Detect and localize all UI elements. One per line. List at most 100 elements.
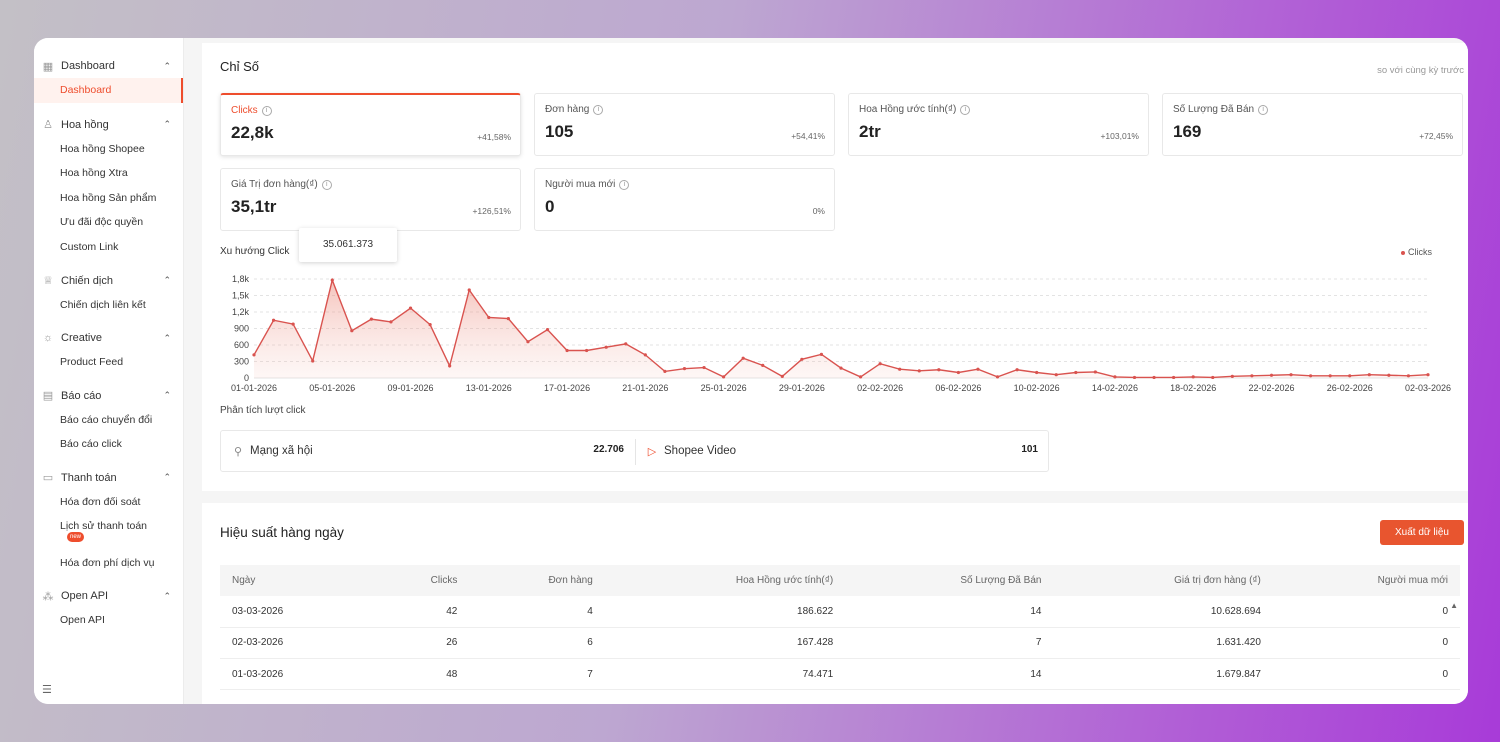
chevron-up-icon[interactable]: ⌃ — [163, 472, 171, 483]
sidebar-item-label: Ưu đãi độc quyền — [60, 216, 144, 229]
info-icon[interactable]: i — [593, 104, 604, 115]
sidebar-item[interactable]: Dashboard — [34, 78, 183, 103]
data-point — [1152, 375, 1156, 380]
sidebar-item[interactable]: Báo cáo chuyển đổi — [34, 408, 183, 433]
sidebar-group-label: Creative — [61, 332, 102, 345]
sidebar-item-label: Product Feed — [60, 356, 124, 369]
data-point — [800, 357, 804, 361]
data-point — [252, 353, 256, 357]
column-header[interactable]: Người mua mới — [1272, 565, 1460, 596]
y-tick-label: 1,2k — [232, 307, 250, 317]
data-point — [780, 374, 784, 378]
metric-change: +41,58% — [477, 132, 511, 142]
sidebar-item[interactable]: Ưu đãi độc quyền — [34, 210, 183, 235]
sidebar-group-0: ▦ Dashboard ⌃ Dashboard — [34, 54, 183, 103]
sidebar-item-label: Hoa hồng Xtra — [60, 167, 128, 180]
metric-card[interactable]: Số Lượng Đã Bán i 169 +72,45% — [1162, 93, 1463, 156]
table-cell: 02-03-2026 — [220, 627, 369, 660]
sidebar-item-label: Lịch sử thanh toán — [60, 519, 148, 532]
sidebar-item[interactable]: Hóa đơn đối soát — [34, 490, 183, 515]
chevron-up-icon[interactable]: ⌃ — [163, 332, 171, 343]
sidebar-item[interactable]: Báo cáo click — [34, 432, 183, 457]
data-point — [1211, 375, 1215, 380]
table-cell: 6 — [469, 627, 605, 660]
metric-card[interactable]: Người mua mới i 0 0% — [534, 168, 835, 231]
sidebar-item[interactable]: Custom Link — [34, 235, 183, 260]
sidebar-item-label: Open API — [60, 614, 105, 627]
metric-card[interactable]: Hoa Hồng ước tính(₫) i 2tr +103,01% — [848, 93, 1149, 156]
scroll-up-icon[interactable]: ▲ — [1450, 601, 1458, 610]
data-point — [643, 353, 647, 357]
x-tick-label: 18-02-2026 — [1170, 383, 1216, 393]
chart-legend[interactable]: Clicks — [1401, 247, 1432, 257]
sidebar-group-header[interactable]: ⁂ Open API ⌃ — [34, 584, 183, 608]
sidebar-item[interactable]: Lịch sử thanh toán new — [34, 515, 183, 551]
sidebar-item-label: Chiến dịch liên kết — [60, 298, 146, 311]
legend-dot-icon — [1401, 250, 1405, 255]
column-header[interactable]: Ngày — [220, 565, 369, 596]
data-point — [428, 323, 432, 327]
click-analysis-box: ⚲ Mạng xã hội 22.706 ▷ Shopee Video 101 — [220, 430, 1049, 472]
info-icon[interactable]: i — [1258, 104, 1269, 115]
sidebar-group-header[interactable]: ▦ Dashboard ⌃ — [34, 54, 183, 78]
info-icon[interactable]: i — [619, 179, 630, 190]
y-tick-label: 900 — [234, 324, 249, 334]
column-header[interactable]: Đơn hàng — [469, 565, 605, 596]
table-cell: 74.471 — [604, 658, 846, 691]
data-point — [1015, 368, 1019, 372]
analysis-title: Phân tích lượt click — [220, 405, 306, 416]
metric-card[interactable]: Giá Trị đơn hàng(₫) i 35,1tr +126,51% — [220, 168, 521, 231]
sidebar-group-header[interactable]: ☼ Creative ⌃ — [34, 326, 183, 350]
info-icon[interactable]: i — [960, 104, 971, 115]
sidebar-group-header[interactable]: ♕ Chiến dịch ⌃ — [34, 269, 183, 293]
metric-value: 105 — [545, 122, 574, 141]
data-point — [741, 356, 745, 360]
data-point — [1132, 375, 1137, 380]
column-header[interactable]: Giá trị đơn hàng (₫) — [1053, 565, 1273, 596]
x-tick-label: 06-02-2026 — [935, 383, 981, 393]
chevron-up-icon[interactable]: ⌃ — [163, 390, 171, 401]
export-button[interactable]: Xuất dữ liệu — [1380, 520, 1464, 545]
click-trend-chart[interactable]: 1,8k 1,5k 1,2k 900 600 300 001-01-2026 05-01-20… — [202, 265, 1468, 395]
data-point — [408, 306, 413, 310]
chevron-up-icon[interactable]: ⌃ — [163, 119, 171, 130]
metric-change: +126,51% — [472, 206, 511, 216]
data-point — [1172, 375, 1176, 380]
x-tick-label: 13-01-2026 — [466, 383, 512, 393]
data-point — [1426, 373, 1430, 377]
metric-card[interactable]: Đơn hàng i 105 +54,41% — [534, 93, 835, 156]
data-point — [1113, 375, 1117, 379]
sidebar-group-header[interactable]: ♙ Hoa hồng ⌃ — [34, 113, 183, 137]
chevron-up-icon[interactable]: ⌃ — [163, 590, 171, 601]
sidebar-group-header[interactable]: ▭ Thanh toán ⌃ — [34, 466, 183, 490]
table-cell: 186.622 — [604, 596, 846, 628]
sidebar-item[interactable]: Hoa hồng Sản phẩm — [34, 186, 183, 211]
sidebar-group-6: ⁂ Open API ⌃ Open API — [34, 584, 183, 633]
collapse-sidebar-icon[interactable]: ☰ — [42, 684, 52, 696]
daily-title: Hiệu suất hàng ngày — [220, 525, 344, 540]
sidebar-item[interactable]: Hoa hồng Shopee — [34, 137, 183, 162]
data-point — [1074, 370, 1078, 375]
sidebar-item[interactable]: Hoa hồng Xtra — [34, 161, 183, 186]
sidebar-item[interactable]: Hóa đơn phí dịch vụ — [34, 551, 183, 576]
chevron-up-icon[interactable]: ⌃ — [163, 275, 171, 286]
table-row: 02-03-2026 26 6 167.428 7 1.631.420 0 — [220, 627, 1460, 660]
info-icon[interactable]: i — [321, 179, 332, 190]
share-icon: ⚲ — [233, 445, 243, 458]
sidebar-item[interactable]: Open API — [34, 608, 183, 633]
column-header[interactable]: Số Lượng Đã Bán — [845, 565, 1054, 596]
info-icon[interactable]: i — [261, 105, 272, 116]
analysis-social-label: Mạng xã hội — [250, 445, 313, 457]
x-tick-label: 10-02-2026 — [1014, 383, 1060, 393]
x-tick-label: 14-02-2026 — [1092, 383, 1138, 393]
column-header[interactable]: Hoa Hồng ước tính(₫) — [604, 565, 846, 596]
metric-card[interactable]: Clicks i 22,8k +41,58% — [220, 93, 521, 156]
sidebar-group-header[interactable]: ▤ Báo cáo ⌃ — [34, 384, 183, 408]
user-icon: ♙ — [43, 119, 53, 132]
sidebar-item-label: Custom Link — [60, 240, 119, 253]
column-header[interactable]: Clicks — [368, 565, 470, 596]
chevron-up-icon[interactable]: ⌃ — [163, 60, 171, 71]
table-cell: 4 — [469, 596, 605, 628]
sidebar-item[interactable]: Product Feed — [34, 350, 183, 375]
sidebar-item[interactable]: Chiến dịch liên kết — [34, 293, 183, 318]
